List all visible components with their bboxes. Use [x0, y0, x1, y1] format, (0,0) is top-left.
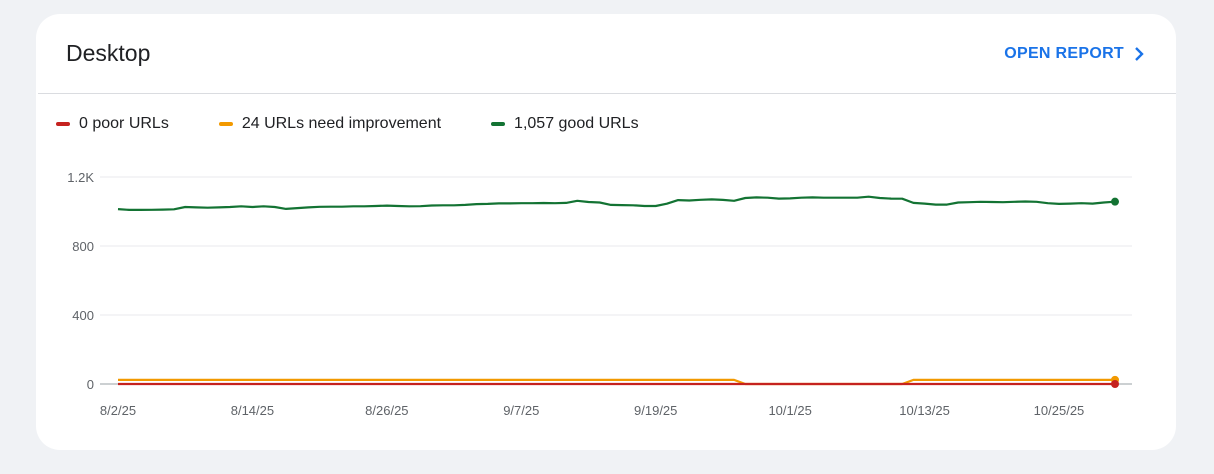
chevron-right-icon	[1135, 47, 1144, 61]
legend-label: 1,057 good URLs	[514, 115, 639, 132]
x-tick-label: 9/19/25	[634, 403, 677, 418]
x-tick-label: 8/26/25	[365, 403, 408, 418]
legend-swatch	[491, 122, 506, 126]
legend-label: 0 poor URLs	[79, 115, 169, 132]
y-tick-label: 400	[72, 308, 94, 323]
x-tick-label: 10/13/25	[899, 403, 950, 418]
open-report-label: OPEN REPORT	[1004, 45, 1124, 62]
x-tick-label: 9/7/25	[503, 403, 539, 418]
series-line-good	[117, 195, 1116, 211]
x-tick-label: 10/25/25	[1034, 403, 1085, 418]
series-line-need-improvement	[118, 378, 1115, 386]
legend-item-need-improvement[interactable]: 24 URLs need improvement	[218, 115, 442, 133]
x-tick-label: 8/14/25	[231, 403, 274, 418]
desktop-card: Desktop OPEN REPORT 0 poor URLs 24 URLs …	[36, 14, 1176, 450]
series-end-point	[1111, 197, 1119, 206]
legend-swatch	[218, 122, 233, 126]
y-tick-label: 0	[87, 377, 94, 392]
y-tick-label: 1.2K	[67, 170, 94, 185]
chart-legend: 0 poor URLs 24 URLs need improvement 1,0…	[56, 115, 689, 133]
y-tick-label: 800	[72, 239, 94, 254]
open-report-button[interactable]: OPEN REPORT	[1004, 45, 1144, 63]
series-end-point	[1111, 380, 1119, 388]
x-tick-label: 8/2/25	[100, 403, 136, 418]
x-tick-label: 10/1/25	[768, 403, 811, 418]
legend-label: 24 URLs need improvement	[241, 115, 442, 132]
divider	[38, 93, 1176, 94]
legend-item-poor[interactable]: 0 poor URLs	[56, 115, 169, 133]
legend-item-good[interactable]: 1,057 good URLs	[491, 115, 639, 133]
legend-swatch	[56, 122, 70, 126]
card-title: Desktop	[66, 40, 151, 66]
